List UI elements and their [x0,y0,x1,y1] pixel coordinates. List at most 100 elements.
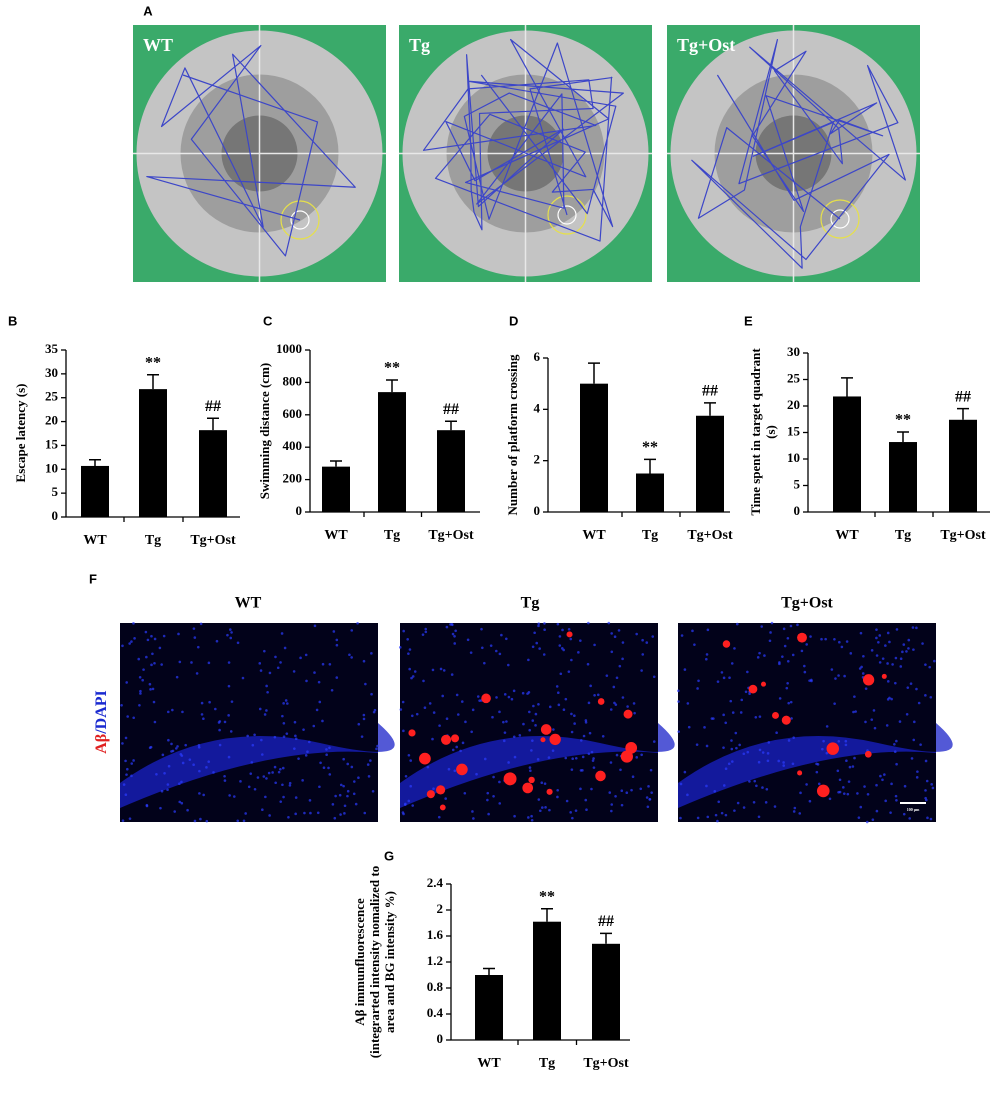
nucleus [928,665,932,669]
nucleus [866,792,870,796]
nucleus [130,762,134,765]
nucleus [543,628,546,632]
nucleus [710,717,714,720]
nucleus [713,790,717,793]
nucleus [542,653,546,656]
nucleus [292,670,296,673]
nucleus [502,739,506,743]
nucleus [357,722,361,726]
nucleus [821,747,824,751]
nucleus [408,667,411,671]
nucleus [722,784,726,787]
nucleus [555,685,559,688]
nucleus [912,648,915,651]
nucleus [498,802,502,805]
nucleus [888,640,891,644]
nucleus [853,695,856,698]
nucleus [625,791,629,795]
nucleus [513,814,516,818]
nucleus [705,653,709,656]
nucleus [281,766,285,770]
nucleus [279,661,282,664]
panel-label: D [509,313,518,328]
nucleus [121,742,124,745]
nucleus [335,638,339,642]
swim-path [422,38,624,242]
nucleus [587,621,590,625]
nucleus [227,755,231,759]
nucleus [313,671,316,674]
nucleus [705,657,708,661]
significance-mark: ## [955,388,971,405]
nucleus [738,743,741,747]
cell-layer [678,723,953,808]
nucleus [724,721,728,725]
nucleus [273,735,277,739]
plaque [439,804,446,811]
nucleus [894,656,898,660]
nucleus [538,647,541,650]
nucleus [733,809,736,812]
nucleus [573,714,576,718]
nucleus [268,671,272,675]
nucleus [706,815,710,819]
nucleus [815,770,819,774]
nucleus [614,703,618,706]
nucleus [316,811,320,815]
nucleus [543,622,546,625]
error-bar [600,932,612,944]
nucleus [357,776,360,780]
nucleus [746,750,750,754]
nucleus [886,631,890,635]
y-tick-label: 1000 [276,341,302,356]
nucleus [569,637,573,641]
platform [290,210,310,230]
nucleus [645,796,649,799]
nucleus [356,621,359,625]
bar [833,396,861,512]
error-bar [330,460,342,467]
y-axis-label: (s) [763,425,778,439]
nucleus [376,744,379,748]
nucleus [261,753,264,756]
nucleus [803,664,806,668]
nucleus [304,754,308,757]
nucleus [138,675,142,679]
plaque [456,763,468,776]
nucleus [244,812,247,815]
nucleus [889,811,892,814]
y-tick-label: 5 [52,484,59,499]
nucleus [170,742,173,746]
nucleus [401,700,405,704]
nucleus [929,817,933,821]
y-axis-label: Aβ immunfluorescence [352,898,367,1026]
nucleus [891,663,894,666]
nucleus [705,744,709,748]
nucleus [724,813,728,817]
nucleus [764,801,768,804]
nucleus [787,739,791,742]
maze-image: WT [133,25,386,282]
stain-label: Aβ/DAPI [93,690,110,754]
nucleus [343,812,346,815]
nucleus [297,757,300,760]
nucleus [281,783,284,787]
nucleus [294,812,297,816]
nucleus [527,816,530,819]
nucleus [717,800,721,804]
nucleus [239,780,242,783]
nucleus [695,743,699,746]
nucleus [480,627,483,631]
nucleus [640,669,643,672]
significance-mark: ## [443,401,459,418]
nucleus [526,692,529,695]
nucleus [781,655,784,658]
nucleus [126,715,129,718]
nucleus [865,820,869,824]
nucleus [881,657,885,660]
nucleus [527,658,530,662]
nucleus [455,693,459,697]
nucleus [144,630,148,634]
nucleus [805,643,809,646]
nucleus [507,695,511,699]
